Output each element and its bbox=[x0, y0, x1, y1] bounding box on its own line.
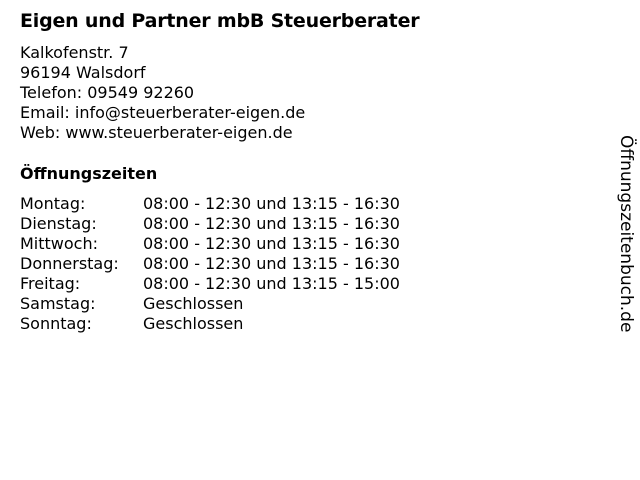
day: Samstag: bbox=[20, 294, 96, 313]
address-block: Kalkofenstr. 7 96194 Walsdorf Telefon: 0… bbox=[20, 43, 305, 143]
time: 08:00 - 12:30 und 13:15 - 16:30 bbox=[143, 254, 400, 273]
watermark-text: Öffnungszeitenbuch.de bbox=[616, 135, 636, 333]
city: 96194 Walsdorf bbox=[20, 63, 146, 82]
hours-heading: Öffnungszeiten bbox=[20, 164, 158, 183]
day: Sonntag: bbox=[20, 314, 92, 333]
day: Mittwoch: bbox=[20, 234, 98, 253]
street: Kalkofenstr. 7 bbox=[20, 43, 129, 62]
time: 08:00 - 12:30 und 13:15 - 16:30 bbox=[143, 234, 400, 253]
time: 08:00 - 12:30 und 13:15 - 16:30 bbox=[143, 194, 400, 213]
day: Donnerstag: bbox=[20, 254, 119, 273]
phone: Telefon: 09549 92260 bbox=[20, 83, 195, 102]
day: Dienstag: bbox=[20, 214, 97, 233]
email: Email: info@steuerberater-eigen.de bbox=[20, 103, 306, 122]
website: Web: www.steuerberater-eigen.de bbox=[20, 123, 293, 142]
day: Montag: bbox=[20, 194, 86, 213]
day: Freitag: bbox=[20, 274, 81, 293]
time: 08:00 - 12:30 und 13:15 - 16:30 bbox=[143, 214, 400, 233]
time: 08:00 - 12:30 und 13:15 - 15:00 bbox=[143, 274, 400, 293]
time: Geschlossen bbox=[143, 294, 244, 313]
business-name: Eigen und Partner mbB Steuerberater bbox=[20, 10, 420, 32]
time: Geschlossen bbox=[143, 314, 244, 333]
